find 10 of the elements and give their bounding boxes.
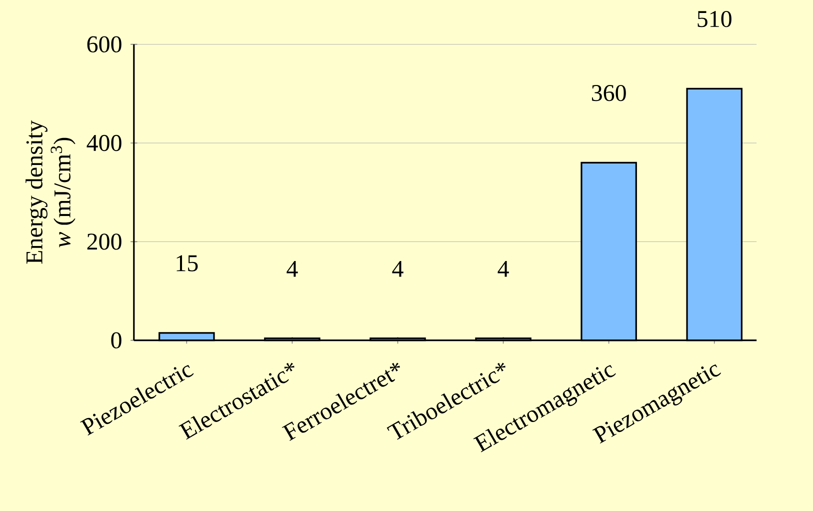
y-tick-label: 200 — [87, 234, 122, 250]
data-label: 4 — [392, 260, 404, 277]
y-tick-label: 0 — [111, 332, 122, 348]
data-label: 4 — [498, 260, 509, 277]
data-label: 15 — [176, 255, 198, 272]
y-tick-label: 600 — [87, 36, 122, 52]
data-label: 360 — [592, 84, 626, 102]
data-label: 510 — [698, 10, 732, 28]
y-tick-label: 400 — [86, 134, 122, 152]
data-label: 4 — [286, 260, 298, 277]
